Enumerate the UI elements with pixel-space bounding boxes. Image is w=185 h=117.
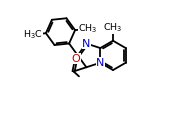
Text: CH$_3$: CH$_3$: [103, 21, 123, 34]
Text: CH$_3$: CH$_3$: [78, 22, 98, 35]
Text: O: O: [72, 54, 81, 64]
Text: H$_3$C: H$_3$C: [23, 28, 43, 41]
Text: N: N: [82, 38, 90, 49]
Text: N: N: [96, 58, 105, 68]
